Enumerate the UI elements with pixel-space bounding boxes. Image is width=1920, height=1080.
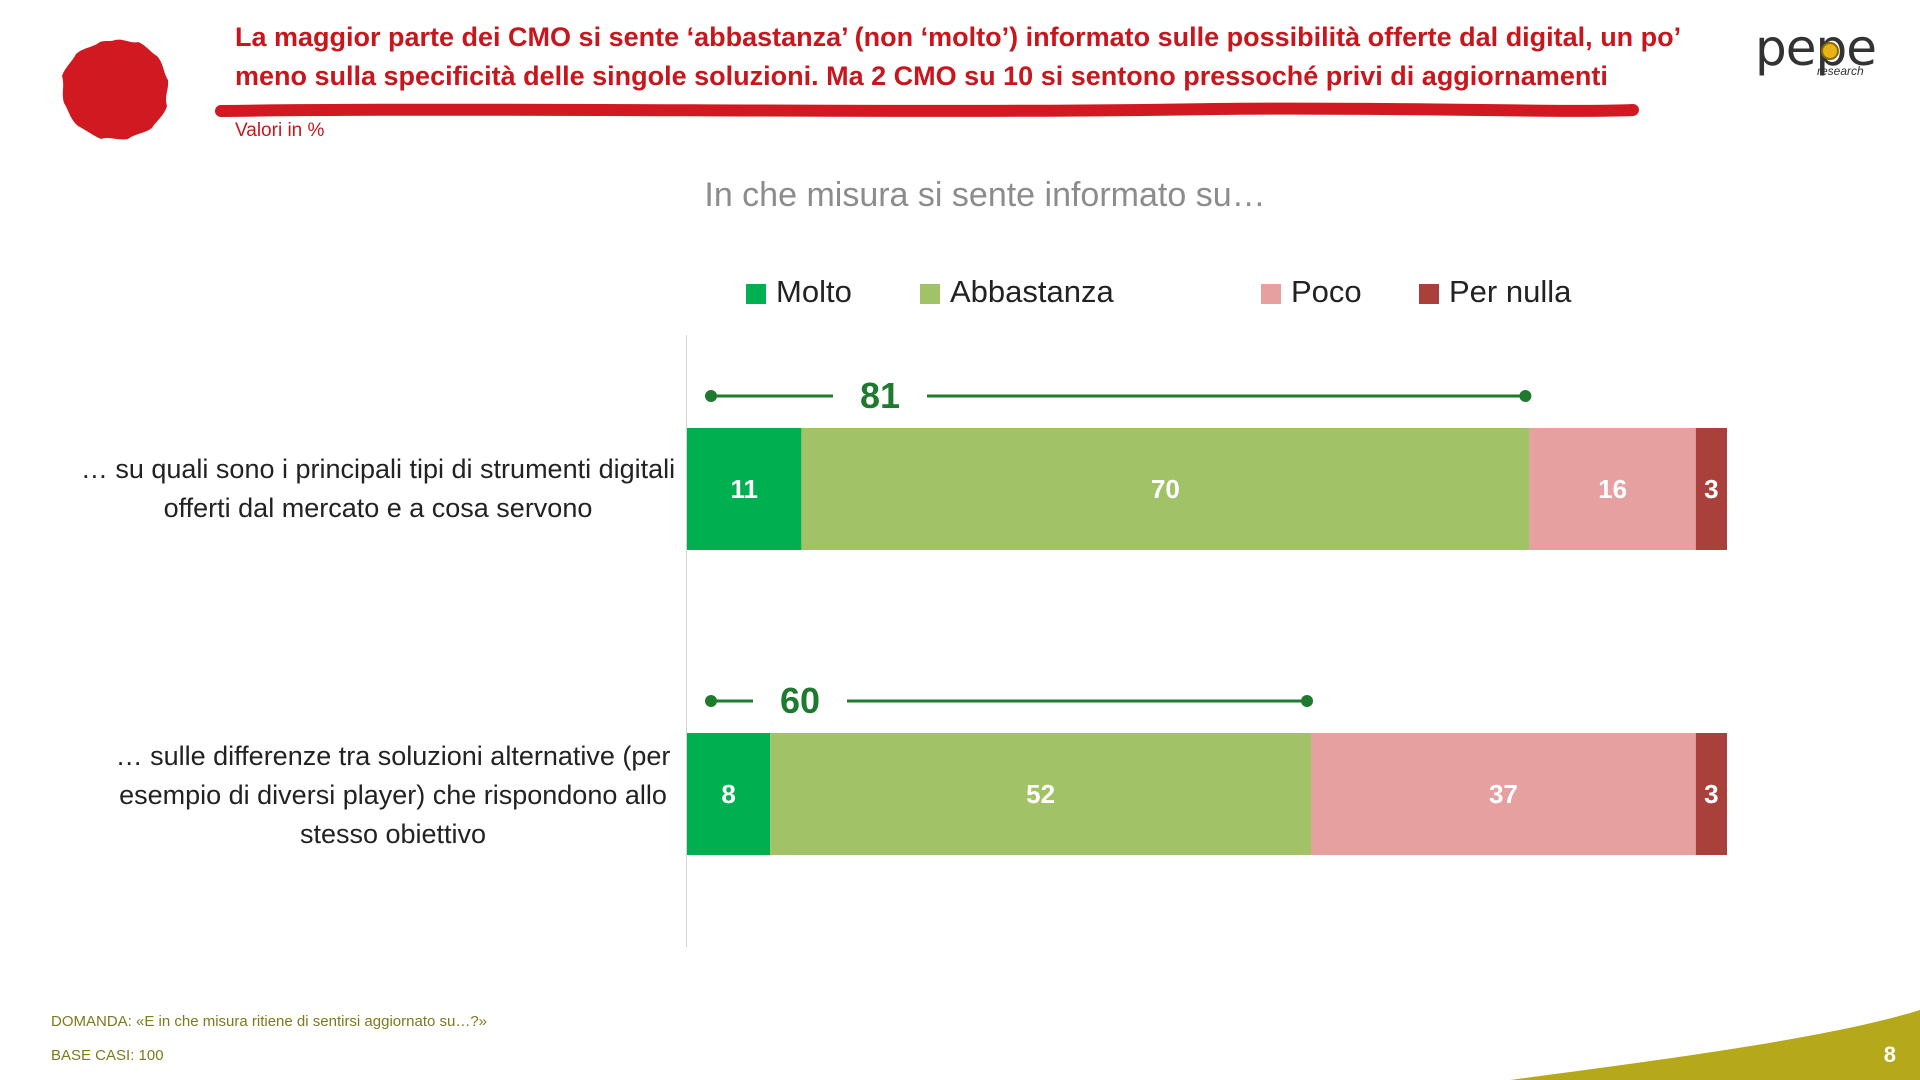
red-splash-icon xyxy=(62,39,169,140)
category-label-1: … su quali sono i principali tipi di str… xyxy=(80,454,676,523)
data-label-abbastanza-row2: 52 xyxy=(1026,779,1055,809)
bar-molto-row2 xyxy=(687,733,771,855)
logo-pizza-icon xyxy=(1821,42,1839,60)
bar-molto-row1 xyxy=(687,428,802,550)
bracket-total-label-row1: 81 xyxy=(860,375,900,416)
legend-label-per-nulla: Per nulla xyxy=(1449,274,1572,309)
bracket-dot-left-row2 xyxy=(705,695,717,707)
legend-label-molto: Molto xyxy=(776,274,852,309)
units-note: Valori in % xyxy=(235,120,325,141)
data-label-abbastanza-row1: 70 xyxy=(1151,474,1180,504)
legend-item-per-nulla: Per nulla xyxy=(1419,272,1571,312)
bar-poco-row1 xyxy=(1529,428,1696,550)
legend-swatch-molto xyxy=(746,284,766,304)
data-label-poco-row1: 16 xyxy=(1598,474,1627,504)
bar-abbastanza-row2 xyxy=(770,733,1311,855)
data-label-poco-row2: 37 xyxy=(1489,779,1518,809)
bar-abbastanza-row1 xyxy=(801,428,1530,550)
headline: La maggior parte dei CMO si sente ‘abbas… xyxy=(235,22,1680,91)
legend-label-abbastanza: Abbastanza xyxy=(950,274,1114,309)
chart-title-text: In che misura si sente informato su… xyxy=(704,176,1266,214)
bracket-total-label-row2: 60 xyxy=(780,680,820,721)
bar-poco-row2 xyxy=(1311,733,1696,855)
legend-item-molto: Molto xyxy=(746,272,852,312)
pepe-research-logo: pepe research xyxy=(1755,19,1890,82)
legend-item-abbastanza: Abbastanza xyxy=(920,272,1114,312)
legend-swatch-abbastanza xyxy=(920,284,940,304)
bracket-dot-right-row2 xyxy=(1301,695,1313,707)
data-label-molto-row1: 11 xyxy=(730,474,758,504)
data-label-per-nulla-row2: 3 xyxy=(1704,779,1718,809)
category-label-2: … sulle differenze tra soluzioni alterna… xyxy=(115,741,671,849)
data-label-molto-row2: 8 xyxy=(721,779,735,809)
data-label-per-nulla-row1: 3 xyxy=(1704,474,1718,504)
legend-label-poco: Poco xyxy=(1291,274,1362,309)
footer-question: DOMANDA: «E in che misura ritiene di sen… xyxy=(51,1013,488,1030)
logo-wordmark: pepe xyxy=(1755,19,1877,77)
bracket-dot-right-row1 xyxy=(1519,390,1532,402)
chart-axis-line xyxy=(686,335,687,947)
bracket-dot-left-row1 xyxy=(705,390,717,402)
legend-swatch-poco xyxy=(1261,284,1281,304)
logo-subtext: research xyxy=(1817,64,1864,78)
bar-per-nulla-row1 xyxy=(1695,428,1727,550)
bar-per-nulla-row2 xyxy=(1695,733,1727,855)
chart-title: In che misura si sente informato su… xyxy=(0,176,1920,215)
headline-underline xyxy=(215,102,1639,117)
page-number: 8 xyxy=(1883,1042,1896,1067)
legend-item-poco: Poco xyxy=(1261,272,1362,312)
footer-base: BASE CASI: 100 xyxy=(51,1047,164,1064)
legend-swatch-per-nulla xyxy=(1419,284,1439,304)
